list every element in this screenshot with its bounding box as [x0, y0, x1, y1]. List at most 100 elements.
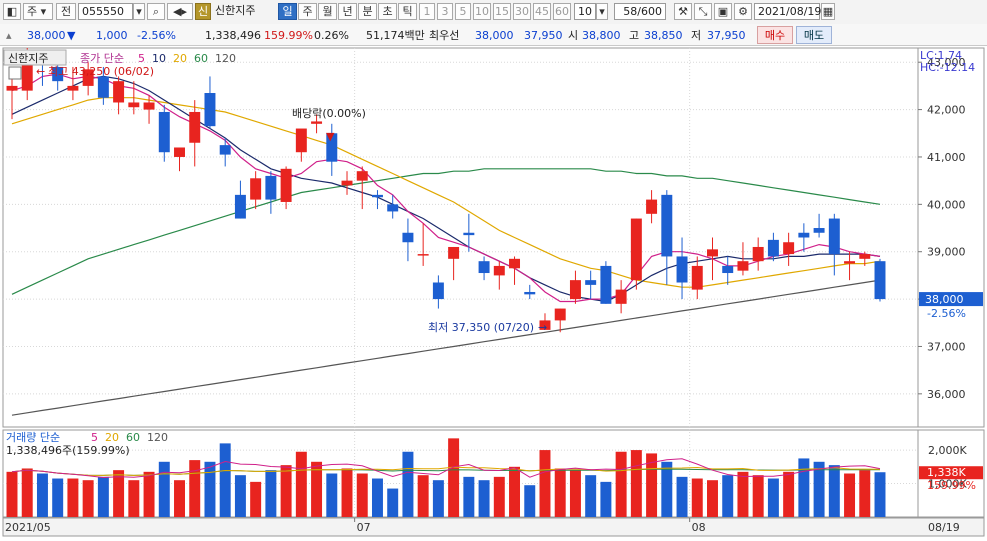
candle-body [234, 194, 246, 219]
volume-title: 거래량 단순 [6, 431, 60, 444]
interval-45[interactable]: 45 [533, 3, 551, 20]
interval-60[interactable]: 60 [553, 3, 571, 20]
volume-bar [646, 453, 658, 517]
volume-tick-label: 2,000K [928, 444, 967, 457]
indicator-lc: LC:1.74 [920, 49, 962, 62]
legend-item: 20 [173, 52, 187, 65]
candle-body [204, 93, 216, 127]
quote-bar [0, 24, 987, 46]
volume-bar [143, 471, 155, 517]
legend-item: 120 [215, 52, 236, 65]
interval-15[interactable]: 15 [493, 3, 511, 20]
tools-icon[interactable]: ⚒ [674, 3, 692, 20]
collapse-icon[interactable]: ▴ [6, 29, 12, 42]
current-pct-label: -2.56% [927, 307, 966, 320]
date-input[interactable]: 2021/08/19 [754, 3, 821, 20]
interval-10[interactable]: 10 [473, 3, 491, 20]
current-price-flag [919, 292, 983, 307]
candle-body [707, 249, 718, 257]
code-dropdown-icon[interactable]: ▾ [133, 3, 145, 20]
price-pane [2, 47, 919, 428]
count-input[interactable]: 58/600 [614, 3, 666, 20]
volume-bar [813, 461, 825, 517]
period-month[interactable]: 월 [318, 3, 337, 20]
chart-area[interactable]: 43,000 42,000 41,000 40,000 39,000 38,000 37,0… [0, 46, 987, 538]
high-note: 최고 43,250 (06/02) [48, 65, 154, 78]
low-arrow-icon: → [538, 321, 547, 334]
current-price-label: 38,000 [925, 293, 964, 306]
interval-1[interactable]: 1 [419, 3, 435, 20]
interval-input[interactable]: 10 [574, 3, 596, 20]
prev-button[interactable]: 전 [56, 3, 76, 20]
date-label: 2021/05 [5, 521, 51, 534]
current-volume-pct: 159.99% [927, 479, 976, 492]
volume-bar [341, 468, 353, 517]
volume-bar [509, 466, 521, 517]
speaker-icon[interactable]: ◀▸ [167, 3, 193, 20]
period-day[interactable]: 일 [278, 3, 297, 20]
draw-icon[interactable]: ⤡ [694, 3, 712, 20]
ma120-line [11, 279, 881, 416]
interval-30[interactable]: 30 [513, 3, 531, 20]
code-input[interactable]: 055550 [78, 3, 133, 20]
interval-3[interactable]: 3 [437, 3, 453, 20]
market-select[interactable]: 주 ▾ [23, 3, 53, 20]
volume-bar [524, 485, 536, 517]
calendar-icon[interactable]: ▦ [821, 3, 835, 20]
period-minute[interactable]: 분 [358, 3, 377, 20]
volume-bar [280, 465, 292, 517]
candle-body [737, 261, 749, 271]
candle-body [280, 168, 292, 202]
volume-bar [295, 451, 307, 517]
volume-bar [356, 473, 368, 517]
sell-button[interactable]: 매도 [796, 26, 832, 44]
candle-body [539, 320, 551, 330]
volume-legend-item: 60 [126, 431, 140, 444]
buy-button[interactable]: 매수 [757, 26, 793, 44]
candle-body [341, 180, 353, 186]
candle-body [311, 121, 323, 124]
high-arrow-icon: ← [36, 65, 45, 78]
candle-body [524, 291, 536, 295]
candle-body [844, 261, 856, 264]
chart-menu-icon[interactable]: ◧ [3, 3, 21, 20]
period-week[interactable]: 주 [298, 3, 317, 20]
stock-chart[interactable]: 43,000 42,000 41,000 40,000 39,000 38,000 37,0… [0, 46, 987, 538]
ma5-line [11, 73, 881, 303]
candle-body [783, 242, 795, 255]
date-label: 08/19 [928, 521, 960, 534]
volume-value: 1,338,496 [205, 29, 261, 42]
period-tick[interactable]: 틱 [398, 3, 417, 20]
period-second[interactable]: 초 [378, 3, 397, 20]
high-price: 38,850 [644, 29, 683, 42]
volume-bar [448, 438, 460, 517]
candle-body [265, 175, 277, 200]
candle-body [874, 261, 886, 300]
gear-icon[interactable]: ⚙ [734, 3, 752, 20]
candle-body [630, 218, 642, 281]
date-label: 07 [357, 521, 371, 534]
candle-body [52, 66, 64, 82]
open-label: 시 [568, 29, 579, 42]
candle-body [615, 289, 627, 304]
volume-bar [539, 450, 551, 517]
candle-body [646, 199, 658, 214]
candle-body [174, 147, 185, 157]
price-tick-label: 41,000 [927, 151, 966, 164]
volume-bar [371, 478, 383, 517]
volume-bar [707, 480, 718, 517]
stock-name: 신한지주 [215, 4, 256, 17]
search-icon[interactable]: ⌕ [147, 3, 165, 20]
period-year[interactable]: 년 [338, 3, 357, 20]
legend-item: 10 [152, 52, 166, 65]
volume-bar [402, 451, 414, 517]
volume-bar [844, 473, 856, 517]
legend-item: 60 [194, 52, 208, 65]
candle-body [859, 254, 871, 259]
volume-bar [783, 471, 795, 517]
interval-dropdown-icon[interactable]: ▾ [596, 3, 608, 20]
save-icon[interactable]: ▣ [714, 3, 732, 20]
down-arrow-icon: ▼ [67, 29, 76, 42]
volume-bar [67, 478, 79, 517]
interval-5[interactable]: 5 [455, 3, 471, 20]
